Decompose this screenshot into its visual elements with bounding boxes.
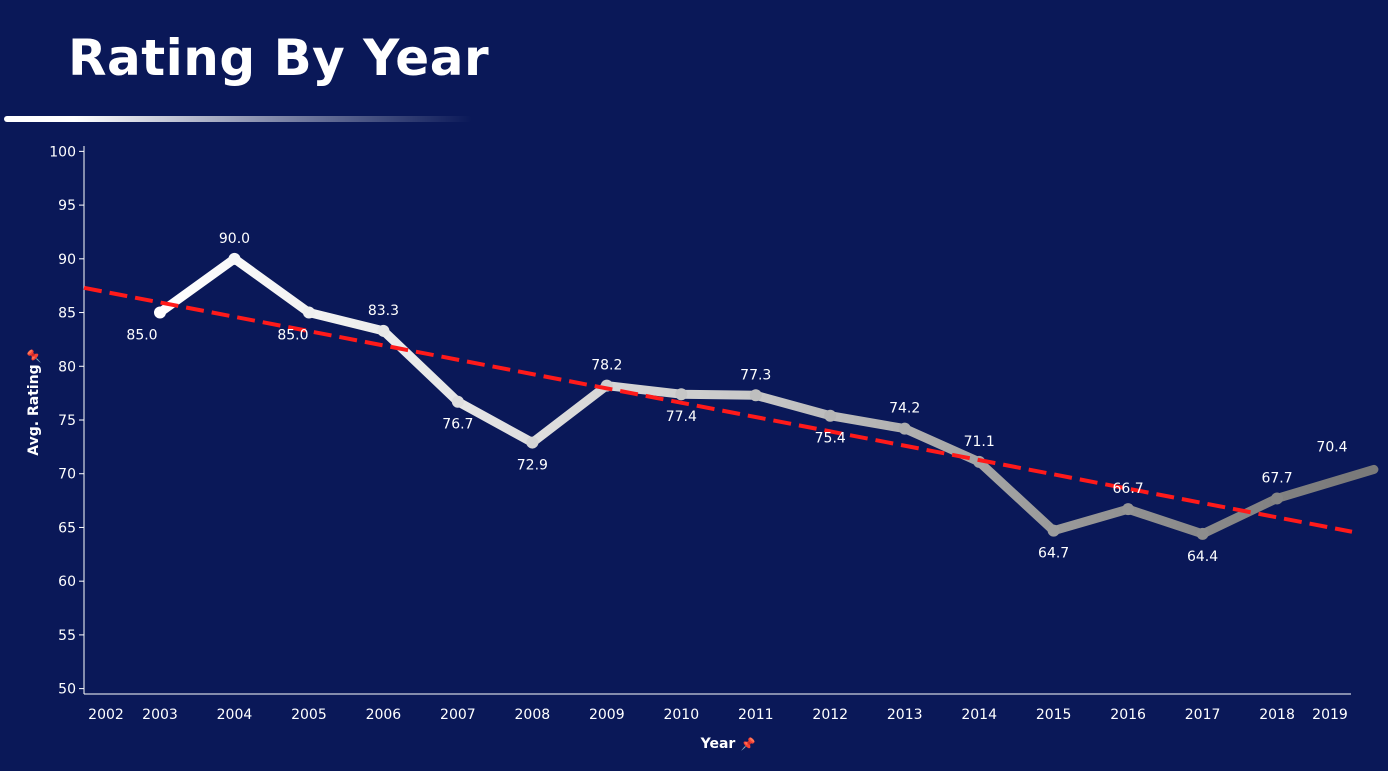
series-line [155,254,1379,539]
data-label: 77.4 [666,409,697,425]
x-tick-label: 2006 [366,707,402,723]
y-axis-title-group[interactable]: Avg. Rating 📌 [26,348,42,455]
series-layer [154,252,1379,540]
data-label: 66.7 [1113,481,1144,497]
data-point[interactable] [1122,503,1135,516]
x-tick-label: 2003 [142,707,178,723]
x-tick-label: 2008 [515,707,551,723]
y-tick-label: 60 [58,574,76,590]
data-label: 71.1 [964,434,995,450]
x-tick-label: 2005 [291,707,327,723]
data-label: 76.7 [442,417,473,433]
x-tick-label: 2010 [663,707,699,723]
data-label: 85.0 [277,328,308,344]
x-tick-label: 2012 [812,707,848,723]
data-label: 67.7 [1261,470,1292,486]
y-axis-ticks: 50 55 60 65 70 75 80 85 90 95 100 [49,144,84,698]
data-label: 70.4 [1316,439,1347,455]
title-underline [4,116,472,122]
y-tick-label: 95 [58,198,76,214]
pin-icon[interactable]: 📌 [26,348,41,363]
page-title: Rating By Year [68,29,490,87]
x-tick-label: 2014 [961,707,997,723]
data-point[interactable] [228,252,241,265]
data-point[interactable] [749,389,762,402]
x-tick-label: 2013 [887,707,923,723]
x-tick-label: 2009 [589,707,625,723]
data-point[interactable] [377,324,390,337]
data-point[interactable] [1271,492,1284,505]
data-label: 75.4 [815,431,846,447]
data-point[interactable] [526,436,539,449]
y-tick-label: 80 [58,359,76,375]
data-point[interactable] [451,395,464,408]
pin-icon[interactable]: 📌 [741,736,756,751]
x-axis-ticks: 2002 2003 2004 2005 2006 2007 2008 2009 2010 2011… [88,707,1348,723]
x-tick-label: 2011 [738,707,774,723]
chart-axes [83,146,1351,695]
data-point[interactable] [154,306,166,319]
x-tick-label: 2018 [1259,707,1295,723]
y-tick-label: 65 [58,520,76,536]
data-point[interactable] [1047,524,1060,537]
y-tick-label: 55 [58,628,76,644]
y-tick-label: 90 [58,252,76,268]
data-label: 90.0 [219,231,250,247]
data-point[interactable] [302,306,315,319]
data-label: 74.2 [889,401,920,417]
x-axis-title-group[interactable]: Year 📌 [700,736,756,752]
y-tick-label: 85 [58,306,76,322]
y-tick-label: 70 [58,467,76,483]
data-label: 64.4 [1187,549,1218,565]
x-axis-title[interactable]: Year [700,736,736,752]
trendline [83,285,1353,534]
data-point[interactable] [1196,527,1209,540]
trendline-layer [83,285,1353,534]
data-label: 64.7 [1038,546,1069,562]
data-label: 85.0 [126,328,157,344]
x-tick-label: 2007 [440,707,476,723]
x-tick-label: 2017 [1185,707,1221,723]
y-axis-title[interactable]: Avg. Rating [26,364,42,455]
data-label: 77.3 [740,367,771,383]
x-tick-label: 2016 [1110,707,1146,723]
x-tick-label: 2019 [1312,707,1348,723]
y-tick-label: 100 [49,144,76,160]
x-tick-label: 2015 [1036,707,1072,723]
data-point[interactable] [675,388,688,401]
data-point[interactable] [824,409,837,422]
data-label: 83.3 [368,303,399,319]
data-labels: 85.0 90.0 85.0 83.3 76.7 72.9 78.2 77.4 77.3 75.4… [126,231,1347,565]
data-label: 72.9 [517,458,548,474]
data-label: 78.2 [591,358,622,374]
x-tick-label: 2004 [217,707,253,723]
data-point[interactable] [898,422,911,435]
y-tick-label: 75 [58,413,76,429]
y-tick-label: 50 [58,682,76,698]
x-tick-label: 2002 [88,707,124,723]
